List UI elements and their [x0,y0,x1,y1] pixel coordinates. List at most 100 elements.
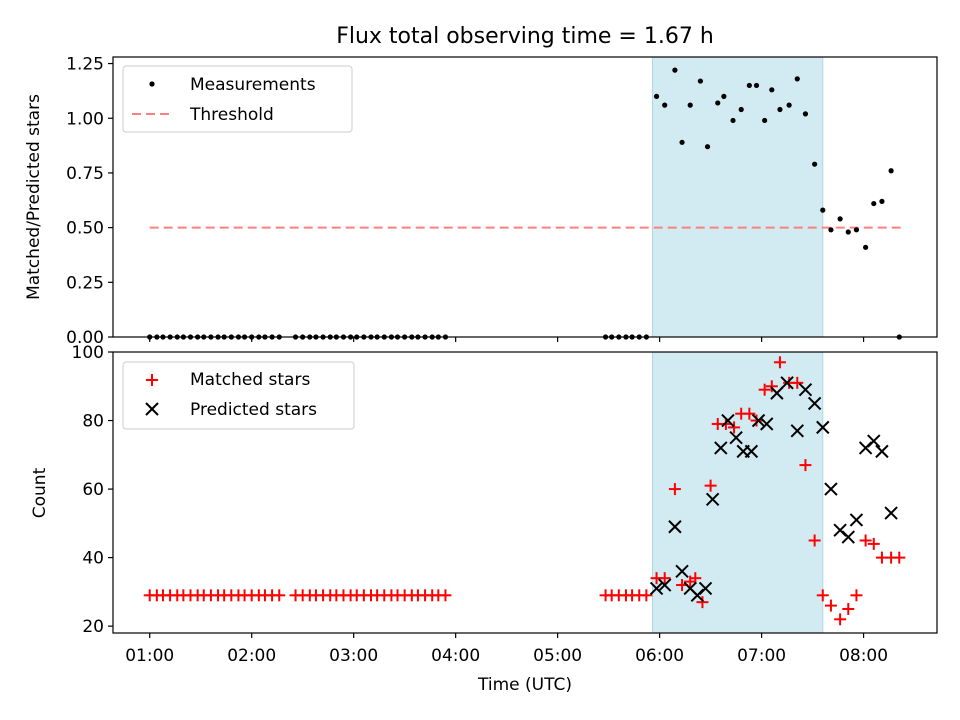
y-tick-label: 0.00 [66,328,104,348]
x-tick-label: 06:00 [635,646,684,666]
measurements-point [769,87,775,93]
matched-stars-point [658,572,671,585]
measurements-point [730,117,736,124]
x-tick-label: 07:00 [737,646,786,666]
predicted-stars-point [751,413,766,428]
matched-stars-point [799,459,812,472]
predicted-stars-point [649,581,664,596]
matched-stars-point [808,534,821,547]
bottom-panel-marks [143,356,906,626]
top-panel-ratio: 0.00 0.25 0.50 0.75 1.00 1.25 Matched/Predict… [24,55,938,348]
y-tick-label: 0.50 [66,219,104,239]
x-tick-label: 08:00 [839,646,888,666]
matched-stars-point [842,603,855,616]
figure-title: Flux total observing time = 1.67 h [336,24,714,49]
bottom-panel-legend: Matched stars Predicted stars [122,361,355,430]
predicted-stars-point [729,430,743,445]
measurements-point [812,161,818,167]
measurements-point [837,216,843,222]
measurements-point [679,139,685,145]
bottom-panel-y-axis-label: Count [30,467,50,518]
measurements-point [687,102,693,108]
bottom-panel-x-ticks: 01:00 02:00 03:00 04:00 05:00 06:00 07:00 08:00 [125,633,888,666]
matched-stars-point [704,479,717,492]
measurements-point [697,78,704,84]
x-axis-label: Time (UTC) [477,675,572,695]
matched-stars-point [824,599,837,612]
predicted-stars-point [780,376,794,390]
y-tick-label: 40 [82,549,104,569]
measurements-point [786,102,792,108]
predicted-stars-point [759,417,774,431]
predicted-stars-point [841,530,855,544]
matched-stars-point [816,589,829,602]
predicted-stars-point [721,413,735,428]
y-tick-label: 1.00 [66,109,104,129]
predicted-stars-point [824,482,838,496]
matched-stars-point [859,534,872,547]
top-panel-frame [112,56,938,338]
predicted-stars-point [744,444,759,459]
predicted-stars-point [867,434,881,448]
legend-threshold-label: Threshold [189,105,274,125]
measurements-point [721,93,727,99]
matched-stars-point [750,414,763,427]
measurements-point [746,82,752,89]
x-tick-label: 01:00 [125,646,174,666]
top-panel-legend: Measurements Threshold [122,65,353,133]
measurements-point [863,244,869,250]
bottom-panel-shaded-interval [651,351,824,634]
measurements-point [715,100,721,106]
matched-stars-point [696,596,709,609]
measurements-point [704,144,711,150]
top-panel-shaded-interval [651,56,824,338]
predicted-stars-point [698,581,713,596]
measurements-point [888,168,894,174]
predicted-stars-point [675,564,689,579]
bottom-panel-y-ticks: 20 40 60 80 100 [72,343,113,637]
predicted-stars-point [807,396,822,411]
legend-measurements-label: Measurements [190,75,316,95]
top-panel-x-ticks [149,337,865,342]
y-tick-label: 20 [82,617,104,637]
measurements-point [662,102,668,108]
legend-predicted-stars-label: Predicted stars [190,400,317,420]
matched-stars-point [439,589,452,602]
predicted-stars-point [816,420,830,435]
y-tick-label: 0.25 [66,273,104,293]
measurements-point [820,207,826,213]
top-panel-y-ticks: 0.00 0.25 0.50 0.75 1.00 1.25 [66,55,113,348]
x-tick-label: 03:00 [329,646,378,666]
predicted-stars-point [705,492,720,507]
matched-stars-point [791,376,804,389]
predicted-stars-point [884,506,898,520]
matched-stars-point [765,380,778,393]
bottom-panel-counts: 20 40 60 80 100 01:00 02:00 03:00 04:00 05:00 06:… [30,343,938,695]
predicted-stars-point [875,444,889,459]
matched-stars-point [743,407,756,420]
measurements-point [871,200,877,207]
predicted-stars-point [798,382,813,397]
predicted-stars-point [714,441,728,455]
legend-measurements-marker [149,81,155,87]
measurements-point [753,82,760,89]
measurements-point [794,76,800,82]
predicted-stars-point [658,578,672,592]
predicted-stars-point [849,513,864,527]
matched-stars-point [728,421,741,434]
matched-stars-point [773,356,786,369]
predicted-stars-point [770,386,784,400]
matched-stars-point [850,589,863,602]
measurements-point [853,227,860,233]
y-tick-label: 0.75 [66,164,104,184]
x-tick-label: 04:00 [431,646,480,666]
x-tick-label: 02:00 [227,646,276,666]
matched-stars-point [893,551,906,564]
y-tick-label: 100 [72,343,104,363]
measurements-point [828,227,834,233]
bottom-panel-frame [112,351,938,634]
legend-predicted-stars-marker [145,402,159,416]
matched-stars-point [668,483,681,496]
predicted-stars-point [790,424,804,438]
